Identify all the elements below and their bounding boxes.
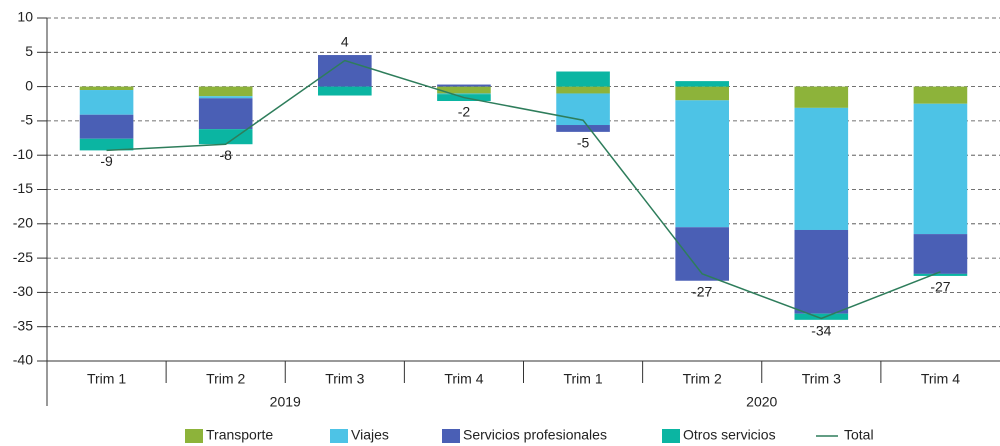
x-tick-label: Trim 3 (802, 371, 841, 387)
bar-segment (437, 84, 491, 87)
bar-segment (556, 125, 610, 132)
y-tick-label: 10 (17, 9, 33, 25)
bar-segment (675, 100, 729, 228)
y-tick-label: 0 (25, 77, 33, 93)
data-label: -9 (100, 153, 113, 169)
bar-segment (437, 93, 491, 95)
bar-segment (794, 86, 849, 108)
y-tick-label: -15 (13, 180, 33, 196)
data-label: -27 (930, 279, 950, 295)
data-label: -2 (458, 104, 471, 120)
bar-segment (794, 313, 849, 320)
bar-segment (794, 229, 849, 314)
y-tick-label: -25 (13, 249, 33, 265)
data-label: -27 (692, 283, 712, 299)
data-label: -34 (811, 323, 831, 339)
legend-swatch (662, 429, 680, 443)
legend-swatch (330, 429, 348, 443)
legend-label: Transporte (206, 427, 273, 443)
x-tick-label: Trim 2 (206, 371, 245, 387)
total-line (106, 59, 941, 320)
x-tick-label: Trim 3 (325, 371, 364, 387)
y-tick-label: -5 (21, 112, 34, 128)
legend-label: Otros servicios (683, 427, 776, 443)
legend-label: Total (844, 427, 874, 443)
bar-segment (79, 86, 134, 91)
bar-segment (913, 234, 968, 274)
bar-segment (913, 273, 968, 276)
bar-segment (318, 86, 372, 96)
bar-segment (79, 114, 134, 139)
x-tick-label: Trim 1 (87, 371, 126, 387)
x-tick-label: Trim 1 (563, 371, 602, 387)
x-tick-label: Trim 4 (921, 371, 960, 387)
y-tick-label: -40 (13, 352, 33, 368)
bar-segment (675, 81, 729, 87)
y-tick-label: 5 (25, 43, 33, 59)
x-group-label: 2020 (746, 394, 777, 410)
y-tick-label: -20 (13, 215, 33, 231)
bar-segment (79, 138, 134, 151)
bar-segment (198, 96, 253, 99)
data-label: -5 (577, 135, 590, 151)
legend-label: Viajes (351, 427, 389, 443)
bar-segment (198, 98, 253, 130)
legend-swatch (442, 429, 460, 443)
x-tick-label: Trim 4 (444, 371, 483, 387)
x-tick-label: Trim 2 (683, 371, 722, 387)
y-tick-label: -10 (13, 146, 33, 162)
y-tick-label: -35 (13, 317, 33, 333)
y-tick-label: -30 (13, 283, 33, 299)
bar-segment (198, 129, 253, 145)
bar-segment (198, 86, 253, 97)
bar-segment (913, 86, 968, 104)
x-group-label: 2019 (270, 394, 301, 410)
legend-label: Servicios profesionales (463, 427, 607, 443)
bar-segment (675, 86, 729, 101)
legend-swatch (185, 429, 203, 443)
bar-segment (79, 90, 134, 115)
bar-segment (913, 103, 968, 235)
bar-segment (794, 107, 849, 230)
data-label: 4 (341, 34, 349, 50)
data-label: -8 (219, 147, 232, 163)
bar-segment (556, 86, 610, 94)
bar-segment (556, 71, 610, 87)
bar-segment (675, 227, 729, 281)
bar-segment (437, 86, 491, 94)
